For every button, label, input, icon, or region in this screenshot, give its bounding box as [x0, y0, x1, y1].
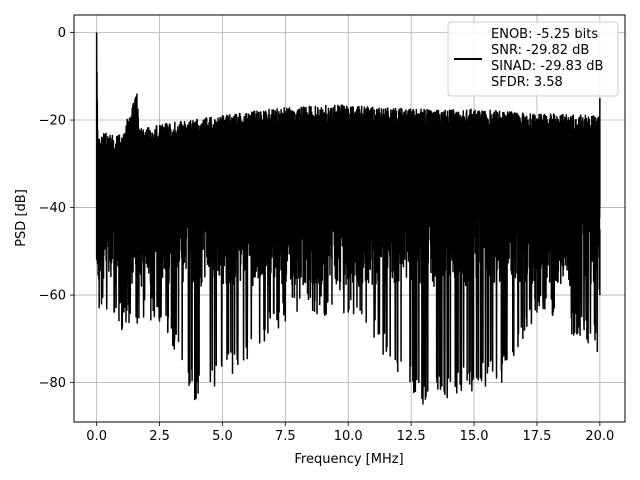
plot-data [95, 32, 601, 405]
x-tick-label: 0.0 [86, 429, 107, 444]
x-tick-label: 7.5 [275, 429, 296, 444]
plot-frame [73, 14, 626, 423]
legend-snr: SNR: -29.82 dB [491, 43, 589, 58]
y-tick-label: −80 [39, 376, 66, 391]
y-tick-label: −60 [39, 289, 66, 304]
y-axis-ticks: 0 −20 −40 −60 −80 [39, 26, 74, 391]
y-axis-label: PSD [dB] [14, 189, 29, 247]
x-tick-label: 12.5 [397, 429, 426, 444]
x-axis-label: Frequency [MHz] [294, 452, 403, 467]
x-tick-label: 10.0 [334, 429, 363, 444]
x-tick-label: 17.5 [522, 429, 551, 444]
legend-enob: ENOB: -5.25 bits [491, 27, 598, 42]
legend-sinad: SINAD: -29.83 dB [491, 59, 603, 74]
legend-sfdr: SFDR: 3.58 [491, 75, 563, 90]
y-tick-label: −20 [39, 114, 66, 129]
x-tick-label: 20.0 [585, 429, 614, 444]
x-tick-label: 5.0 [212, 429, 233, 444]
legend-box [447, 21, 619, 97]
x-tick-label: 2.5 [149, 429, 170, 444]
y-tick-label: 0 [58, 26, 66, 41]
x-axis-ticks: 0.0 2.5 5.0 7.5 10.0 12.5 15.0 17.5 20.0 [86, 422, 614, 444]
x-tick-label: 15.0 [460, 429, 489, 444]
psd-series-line [95, 32, 601, 405]
y-tick-label: −40 [39, 201, 66, 216]
legend: ENOB: -5.25 bits SNR: -29.82 dB SINAD: -… [447, 21, 619, 97]
